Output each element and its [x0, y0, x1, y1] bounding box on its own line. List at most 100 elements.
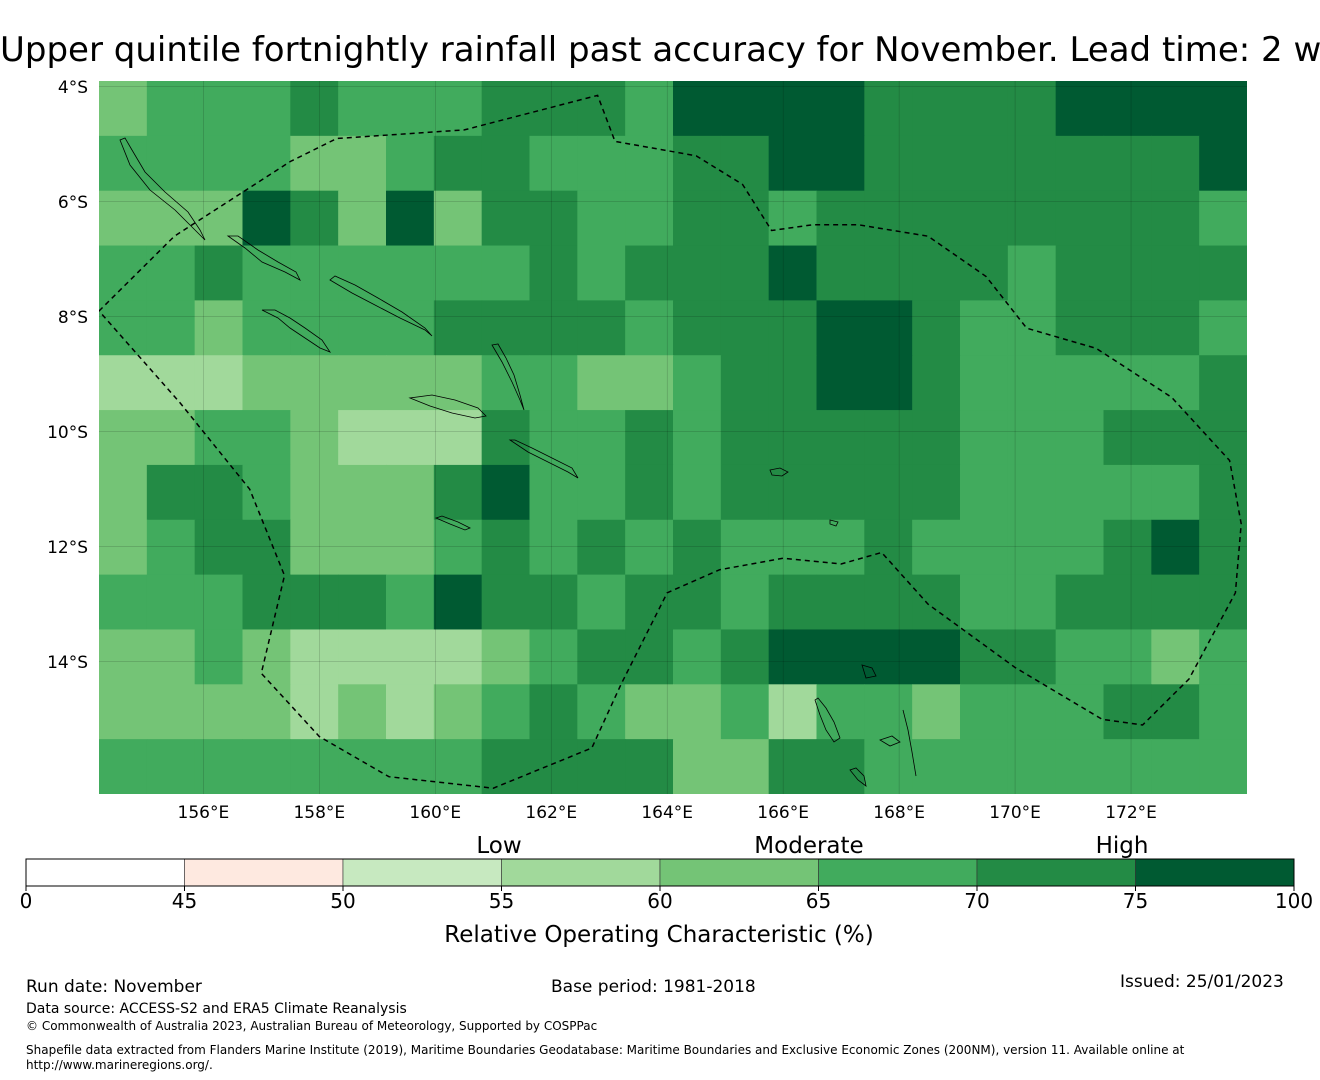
- colorbar-swatch: [818, 858, 978, 887]
- grid-cell: [99, 739, 148, 794]
- colorbar-tick-label: 0: [20, 889, 33, 913]
- grid-cell: [146, 190, 196, 247]
- colorbar-tick-label: 70: [964, 889, 989, 913]
- grid-cell: [673, 684, 722, 740]
- grid-cell: [768, 81, 818, 137]
- grid-cell: [338, 410, 387, 466]
- grid-cell: [1007, 190, 1057, 247]
- grid-cell: [720, 81, 770, 137]
- shapefile-url: http://www.marineregions.org/.: [26, 1058, 213, 1072]
- grid-cell: [242, 410, 291, 466]
- grid-cell: [386, 81, 435, 137]
- grid-cell: [960, 81, 1009, 137]
- grid-cell: [242, 245, 291, 301]
- grid-cell: [99, 190, 148, 247]
- grid-cell: [386, 135, 435, 192]
- grid-cell: [912, 684, 961, 740]
- grid-cell: [864, 81, 913, 137]
- map-title-text: Upper quintile fortnightly rainfall past…: [0, 30, 1320, 70]
- grid-cell: [816, 245, 865, 301]
- grid-cell: [1103, 355, 1152, 411]
- grid-cell: [290, 300, 339, 356]
- grid-cell: [386, 629, 435, 685]
- grid-cell: [1199, 190, 1247, 247]
- grid-cell: [194, 684, 244, 740]
- grid-cell: [1055, 574, 1105, 631]
- grid-cell: [912, 190, 961, 247]
- grid-cell: [912, 355, 961, 411]
- grid-cell: [720, 464, 770, 521]
- grid-cell: [146, 300, 196, 356]
- grid-cell: [338, 355, 387, 411]
- grid-cell: [194, 355, 244, 411]
- grid-cell: [146, 574, 196, 631]
- grid-cell: [768, 739, 818, 794]
- grid-cell: [912, 300, 961, 356]
- longitude-label: 156°E: [178, 803, 230, 823]
- grid-cell: [481, 739, 531, 794]
- grid-cell: [242, 739, 291, 794]
- grid-cell: [338, 464, 387, 521]
- island-guadalcanal: [408, 394, 487, 419]
- grid-cell: [529, 355, 578, 411]
- grid-cell: [673, 245, 722, 301]
- grid-cell: [1055, 81, 1105, 137]
- grid-cell: [242, 684, 291, 740]
- grid-cell: [960, 410, 1009, 466]
- grid-cell: [1151, 574, 1200, 631]
- map-title: Upper quintile fortnightly rainfall past…: [0, 30, 1320, 70]
- grid-cell: [1103, 245, 1152, 301]
- grid-cell: [99, 464, 148, 521]
- grid-cell: [1151, 300, 1200, 356]
- grid-cell: [99, 355, 148, 411]
- grid-cell: [433, 684, 483, 740]
- colorbar-category-low: Low: [476, 833, 521, 859]
- grid-cell: [146, 519, 196, 576]
- grid-cell: [912, 81, 961, 137]
- grid-cell: [194, 574, 244, 631]
- grid-cell: [338, 519, 387, 576]
- grid-cell: [1055, 245, 1105, 301]
- grid-cell: [1055, 135, 1105, 192]
- grid-cell: [481, 81, 531, 137]
- colorbar-tick-label: 50: [330, 889, 355, 913]
- grid-cell: [1151, 81, 1200, 137]
- grid-cell: [481, 135, 531, 192]
- grid-cell: [529, 135, 578, 192]
- grid-cell: [864, 410, 913, 466]
- grid-cell: [481, 629, 531, 685]
- grid-cell: [1055, 464, 1105, 521]
- colorbar-tick-label: 65: [806, 889, 831, 913]
- grid-cell: [768, 464, 818, 521]
- grid-cell: [816, 684, 865, 740]
- grid-cell: [960, 355, 1009, 411]
- grid-cell: [1007, 410, 1057, 466]
- grid-cell: [1055, 684, 1105, 740]
- grid-cell: [433, 629, 483, 685]
- grid-cell: [338, 135, 387, 192]
- grid-cell: [960, 574, 1009, 631]
- grid-cell: [625, 410, 674, 466]
- grid-cell: [1199, 464, 1247, 521]
- grid-cell: [816, 410, 865, 466]
- grid-cell: [386, 355, 435, 411]
- grid-cell: [146, 464, 196, 521]
- grid-cell: [99, 135, 148, 192]
- grid-cell: [529, 629, 578, 685]
- grid-cell: [99, 574, 148, 631]
- colorbar-swatch: [1135, 858, 1295, 887]
- grid-cell: [99, 519, 148, 576]
- colorbar-tick-label: 100: [1275, 889, 1313, 913]
- grid-cell: [433, 355, 483, 411]
- grid-cell: [673, 574, 722, 631]
- grid-cell: [146, 410, 196, 466]
- grid-cell: [625, 684, 674, 740]
- grid-cell: [1103, 629, 1152, 685]
- grid-cell: [290, 355, 339, 411]
- grid-cell: [194, 81, 244, 137]
- grid-cell: [290, 81, 339, 137]
- grid-cell: [338, 574, 387, 631]
- grid-cell: [146, 629, 196, 685]
- grid-cell: [960, 190, 1009, 247]
- grid-cell: [720, 574, 770, 631]
